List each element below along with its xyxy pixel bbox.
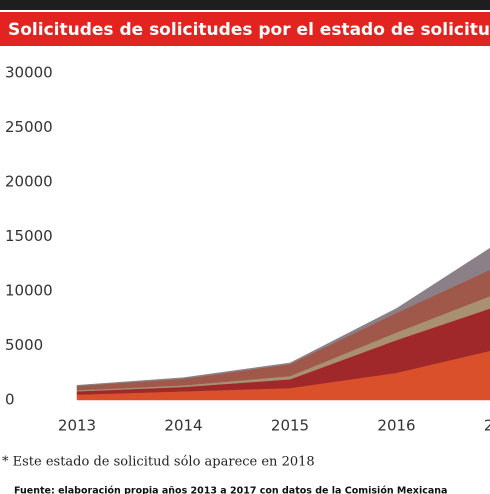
chart-title: Solicitudes de solicitudes por el estado… — [8, 20, 490, 40]
y-tick-label: 30000 — [5, 64, 53, 82]
x-tick-label: 2013 — [58, 417, 96, 435]
source: Fuente: elaboración propia años 2013 a 2… — [14, 486, 447, 494]
top-strip — [0, 0, 490, 10]
y-tick-label: 10000 — [5, 282, 53, 300]
y-tick-label: 5000 — [5, 336, 43, 354]
footnote: * Este estado de solicitud sólo aparece … — [2, 455, 315, 470]
y-tick-label: 0 — [5, 391, 15, 409]
x-tick-label: 2016 — [377, 417, 415, 435]
area — [76, 247, 490, 387]
x-tick-label: 2014 — [164, 417, 202, 435]
y-tick-label: 15000 — [5, 227, 53, 245]
title-bar — [0, 12, 490, 46]
x-tick-label: 2015 — [271, 417, 309, 435]
y-tick-label: 20000 — [5, 173, 53, 191]
y-tick-label: 25000 — [5, 118, 53, 136]
x-tick-label: 2017 — [484, 417, 490, 435]
